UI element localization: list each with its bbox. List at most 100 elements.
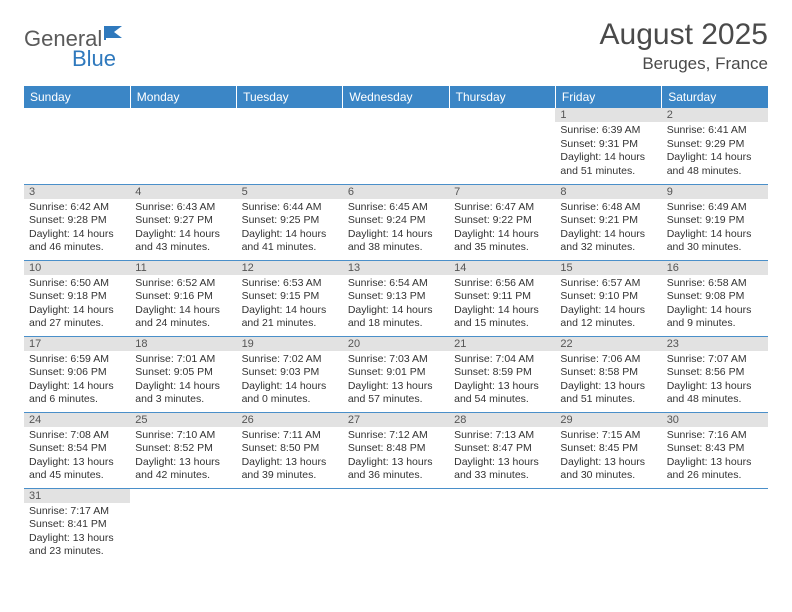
day-number: 6 (343, 185, 449, 199)
day-content: Sunrise: 7:07 AMSunset: 8:56 PMDaylight:… (662, 351, 768, 412)
day-number: 23 (662, 337, 768, 351)
calendar-cell (449, 108, 555, 184)
calendar-cell: 12Sunrise: 6:53 AMSunset: 9:15 PMDayligh… (237, 260, 343, 336)
day-content: Sunrise: 7:13 AMSunset: 8:47 PMDaylight:… (449, 427, 555, 488)
weekday-header: Saturday (662, 86, 768, 108)
calendar-cell (130, 488, 236, 564)
calendar-cell: 6Sunrise: 6:45 AMSunset: 9:24 PMDaylight… (343, 184, 449, 260)
calendar-table: SundayMondayTuesdayWednesdayThursdayFrid… (24, 86, 768, 564)
day-number: 14 (449, 261, 555, 275)
day-content: Sunrise: 7:12 AMSunset: 8:48 PMDaylight:… (343, 427, 449, 488)
empty-day (343, 108, 449, 123)
calendar-cell: 10Sunrise: 6:50 AMSunset: 9:18 PMDayligh… (24, 260, 130, 336)
day-content: Sunrise: 7:16 AMSunset: 8:43 PMDaylight:… (662, 427, 768, 488)
calendar-cell: 5Sunrise: 6:44 AMSunset: 9:25 PMDaylight… (237, 184, 343, 260)
logo-text-blue: Blue (72, 46, 116, 71)
day-content: Sunrise: 6:49 AMSunset: 9:19 PMDaylight:… (662, 199, 768, 260)
day-number: 22 (555, 337, 661, 351)
day-number: 24 (24, 413, 130, 427)
day-number: 1 (555, 108, 661, 122)
day-number: 10 (24, 261, 130, 275)
day-number: 27 (343, 413, 449, 427)
day-number: 26 (237, 413, 343, 427)
calendar-cell (449, 488, 555, 564)
day-number: 8 (555, 185, 661, 199)
calendar-cell: 22Sunrise: 7:06 AMSunset: 8:58 PMDayligh… (555, 336, 661, 412)
calendar-cell: 4Sunrise: 6:43 AMSunset: 9:27 PMDaylight… (130, 184, 236, 260)
calendar-week-row: 1Sunrise: 6:39 AMSunset: 9:31 PMDaylight… (24, 108, 768, 184)
calendar-week-row: 10Sunrise: 6:50 AMSunset: 9:18 PMDayligh… (24, 260, 768, 336)
day-content: Sunrise: 6:58 AMSunset: 9:08 PMDaylight:… (662, 275, 768, 336)
day-number: 16 (662, 261, 768, 275)
weekday-header: Monday (130, 86, 236, 108)
day-content: Sunrise: 6:52 AMSunset: 9:16 PMDaylight:… (130, 275, 236, 336)
calendar-cell: 15Sunrise: 6:57 AMSunset: 9:10 PMDayligh… (555, 260, 661, 336)
day-content: Sunrise: 6:54 AMSunset: 9:13 PMDaylight:… (343, 275, 449, 336)
calendar-week-row: 3Sunrise: 6:42 AMSunset: 9:28 PMDaylight… (24, 184, 768, 260)
calendar-cell: 26Sunrise: 7:11 AMSunset: 8:50 PMDayligh… (237, 412, 343, 488)
calendar-cell: 23Sunrise: 7:07 AMSunset: 8:56 PMDayligh… (662, 336, 768, 412)
weekday-header: Sunday (24, 86, 130, 108)
calendar-cell: 30Sunrise: 7:16 AMSunset: 8:43 PMDayligh… (662, 412, 768, 488)
calendar-cell: 2Sunrise: 6:41 AMSunset: 9:29 PMDaylight… (662, 108, 768, 184)
calendar-week-row: 24Sunrise: 7:08 AMSunset: 8:54 PMDayligh… (24, 412, 768, 488)
calendar-cell: 17Sunrise: 6:59 AMSunset: 9:06 PMDayligh… (24, 336, 130, 412)
calendar-cell: 18Sunrise: 7:01 AMSunset: 9:05 PMDayligh… (130, 336, 236, 412)
day-content: Sunrise: 7:03 AMSunset: 9:01 PMDaylight:… (343, 351, 449, 412)
day-content: Sunrise: 6:47 AMSunset: 9:22 PMDaylight:… (449, 199, 555, 260)
day-number: 28 (449, 413, 555, 427)
calendar-cell (343, 488, 449, 564)
day-number: 17 (24, 337, 130, 351)
empty-day (449, 108, 555, 123)
calendar-cell: 25Sunrise: 7:10 AMSunset: 8:52 PMDayligh… (130, 412, 236, 488)
calendar-cell (24, 108, 130, 184)
day-number: 19 (237, 337, 343, 351)
day-content: Sunrise: 7:15 AMSunset: 8:45 PMDaylight:… (555, 427, 661, 488)
calendar-cell: 14Sunrise: 6:56 AMSunset: 9:11 PMDayligh… (449, 260, 555, 336)
day-content: Sunrise: 7:10 AMSunset: 8:52 PMDaylight:… (130, 427, 236, 488)
day-number: 25 (130, 413, 236, 427)
day-number: 20 (343, 337, 449, 351)
day-content: Sunrise: 7:04 AMSunset: 8:59 PMDaylight:… (449, 351, 555, 412)
calendar-cell: 31Sunrise: 7:17 AMSunset: 8:41 PMDayligh… (24, 488, 130, 564)
calendar-week-row: 17Sunrise: 6:59 AMSunset: 9:06 PMDayligh… (24, 336, 768, 412)
calendar-cell (237, 488, 343, 564)
day-content: Sunrise: 7:17 AMSunset: 8:41 PMDaylight:… (24, 503, 130, 564)
calendar-cell: 16Sunrise: 6:58 AMSunset: 9:08 PMDayligh… (662, 260, 768, 336)
month-title: August 2025 (600, 18, 768, 52)
day-content: Sunrise: 7:06 AMSunset: 8:58 PMDaylight:… (555, 351, 661, 412)
calendar-cell: 1Sunrise: 6:39 AMSunset: 9:31 PMDaylight… (555, 108, 661, 184)
day-content: Sunrise: 6:48 AMSunset: 9:21 PMDaylight:… (555, 199, 661, 260)
calendar-cell: 3Sunrise: 6:42 AMSunset: 9:28 PMDaylight… (24, 184, 130, 260)
day-number: 30 (662, 413, 768, 427)
day-content: Sunrise: 7:01 AMSunset: 9:05 PMDaylight:… (130, 351, 236, 412)
calendar-cell: 13Sunrise: 6:54 AMSunset: 9:13 PMDayligh… (343, 260, 449, 336)
day-content: Sunrise: 6:59 AMSunset: 9:06 PMDaylight:… (24, 351, 130, 412)
day-number: 3 (24, 185, 130, 199)
calendar-cell: 7Sunrise: 6:47 AMSunset: 9:22 PMDaylight… (449, 184, 555, 260)
day-number: 12 (237, 261, 343, 275)
day-number: 9 (662, 185, 768, 199)
calendar-body: 1Sunrise: 6:39 AMSunset: 9:31 PMDaylight… (24, 108, 768, 564)
calendar-week-row: 31Sunrise: 7:17 AMSunset: 8:41 PMDayligh… (24, 488, 768, 564)
day-number: 29 (555, 413, 661, 427)
calendar-cell: 11Sunrise: 6:52 AMSunset: 9:16 PMDayligh… (130, 260, 236, 336)
calendar-cell (130, 108, 236, 184)
day-content: Sunrise: 7:11 AMSunset: 8:50 PMDaylight:… (237, 427, 343, 488)
day-number: 7 (449, 185, 555, 199)
weekday-header: Wednesday (343, 86, 449, 108)
day-content: Sunrise: 6:45 AMSunset: 9:24 PMDaylight:… (343, 199, 449, 260)
day-number: 31 (24, 489, 130, 503)
day-number: 2 (662, 108, 768, 122)
weekday-header: Thursday (449, 86, 555, 108)
day-number: 11 (130, 261, 236, 275)
day-content: Sunrise: 6:41 AMSunset: 9:29 PMDaylight:… (662, 122, 768, 183)
calendar-cell: 20Sunrise: 7:03 AMSunset: 9:01 PMDayligh… (343, 336, 449, 412)
day-content: Sunrise: 6:43 AMSunset: 9:27 PMDaylight:… (130, 199, 236, 260)
calendar-cell: 24Sunrise: 7:08 AMSunset: 8:54 PMDayligh… (24, 412, 130, 488)
calendar-cell (237, 108, 343, 184)
calendar-cell: 29Sunrise: 7:15 AMSunset: 8:45 PMDayligh… (555, 412, 661, 488)
calendar-cell: 21Sunrise: 7:04 AMSunset: 8:59 PMDayligh… (449, 336, 555, 412)
weekday-header: Tuesday (237, 86, 343, 108)
calendar-cell: 9Sunrise: 6:49 AMSunset: 9:19 PMDaylight… (662, 184, 768, 260)
